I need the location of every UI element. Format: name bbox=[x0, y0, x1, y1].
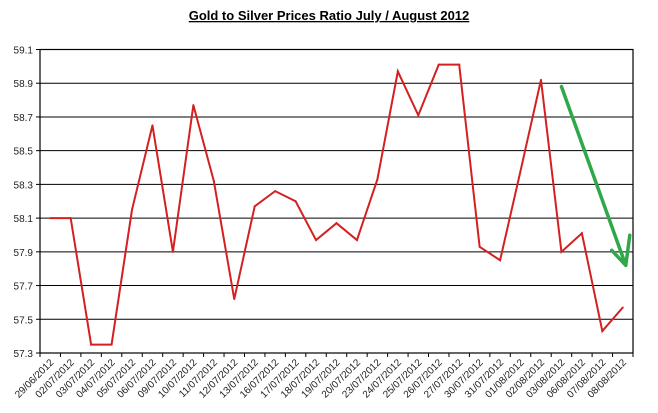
chart-title: Gold to Silver Prices Ratio July / Augus… bbox=[189, 8, 470, 23]
y-tick-label: 57.7 bbox=[14, 282, 34, 293]
y-tick-label: 58.7 bbox=[14, 113, 34, 124]
y-tick-label: 57.9 bbox=[14, 248, 34, 259]
data-point bbox=[396, 70, 399, 73]
data-point bbox=[171, 250, 174, 253]
data-point bbox=[69, 217, 72, 220]
y-tick-label: 58.5 bbox=[14, 147, 34, 158]
data-point bbox=[621, 306, 624, 309]
data-point bbox=[539, 78, 542, 81]
series-line bbox=[50, 63, 624, 346]
y-tick-label: 58.9 bbox=[14, 79, 34, 90]
data-point bbox=[519, 169, 522, 172]
data-point bbox=[417, 114, 420, 117]
data-point bbox=[294, 200, 297, 203]
data-point bbox=[253, 205, 256, 208]
data-point bbox=[274, 190, 277, 193]
data-point bbox=[458, 63, 461, 66]
y-tick-label: 57.3 bbox=[14, 349, 34, 360]
data-point bbox=[355, 239, 358, 242]
y-tick-label: 58.3 bbox=[14, 180, 34, 191]
y-tick-label: 59.1 bbox=[14, 46, 34, 57]
data-point bbox=[335, 222, 338, 225]
data-point bbox=[212, 180, 215, 183]
trend-arrow-shaft bbox=[559, 84, 628, 268]
data-point bbox=[437, 63, 440, 66]
trend-arrow-head-icon bbox=[610, 233, 632, 268]
data-point bbox=[151, 124, 154, 127]
data-point bbox=[499, 259, 502, 262]
plot-area-border bbox=[39, 48, 634, 354]
data-point bbox=[315, 239, 318, 242]
data-point bbox=[49, 217, 52, 220]
y-tick-label: 57.5 bbox=[14, 315, 34, 326]
y-tick-label: 58.1 bbox=[14, 214, 34, 225]
data-point bbox=[233, 298, 236, 301]
data-point bbox=[90, 343, 93, 346]
data-point bbox=[560, 250, 563, 253]
data-point bbox=[110, 343, 113, 346]
data-point bbox=[601, 330, 604, 333]
data-point bbox=[478, 245, 481, 248]
data-point bbox=[376, 178, 379, 181]
data-point bbox=[580, 232, 583, 235]
data-point bbox=[192, 104, 195, 107]
data-point bbox=[131, 208, 134, 211]
